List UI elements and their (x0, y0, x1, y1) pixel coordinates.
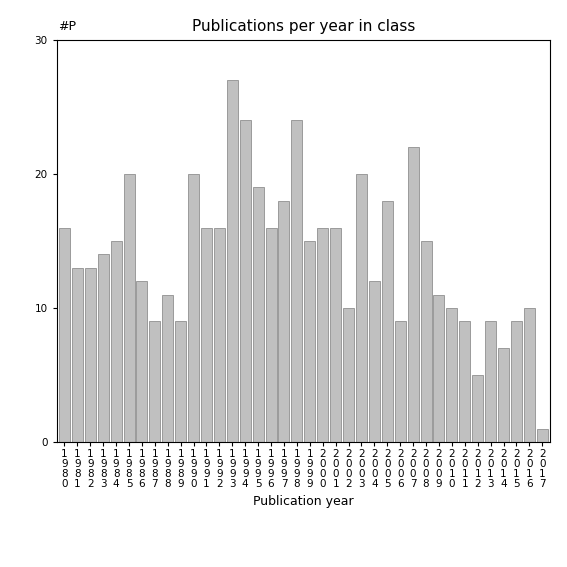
Bar (59, 227, 70, 442)
Text: #P: #P (58, 20, 76, 33)
Bar (98, 255, 109, 442)
Bar (537, 429, 548, 442)
Bar (421, 241, 431, 442)
Bar (253, 187, 264, 442)
Bar (433, 295, 445, 442)
Bar (524, 308, 535, 442)
Bar (498, 348, 509, 442)
Bar (369, 281, 380, 442)
Bar (124, 174, 134, 442)
Bar (395, 321, 405, 442)
Bar (162, 295, 174, 442)
Bar (446, 308, 458, 442)
X-axis label: Publication year: Publication year (253, 495, 354, 508)
Bar (291, 120, 302, 442)
Bar (343, 308, 354, 442)
Bar (317, 227, 328, 442)
Bar (201, 227, 212, 442)
Bar (408, 147, 418, 442)
Bar (330, 227, 341, 442)
Bar (278, 201, 290, 442)
Bar (111, 241, 121, 442)
Bar (304, 241, 315, 442)
Bar (459, 321, 470, 442)
Bar (240, 120, 251, 442)
Bar (265, 227, 277, 442)
Bar (472, 375, 483, 442)
Bar (188, 174, 199, 442)
Title: Publications per year in class: Publications per year in class (192, 19, 415, 35)
Bar (356, 174, 367, 442)
Bar (149, 321, 160, 442)
Bar (227, 80, 238, 442)
Bar (137, 281, 147, 442)
Bar (382, 201, 393, 442)
Bar (72, 268, 83, 442)
Bar (214, 227, 225, 442)
Bar (485, 321, 496, 442)
Bar (175, 321, 186, 442)
Bar (85, 268, 96, 442)
Bar (511, 321, 522, 442)
